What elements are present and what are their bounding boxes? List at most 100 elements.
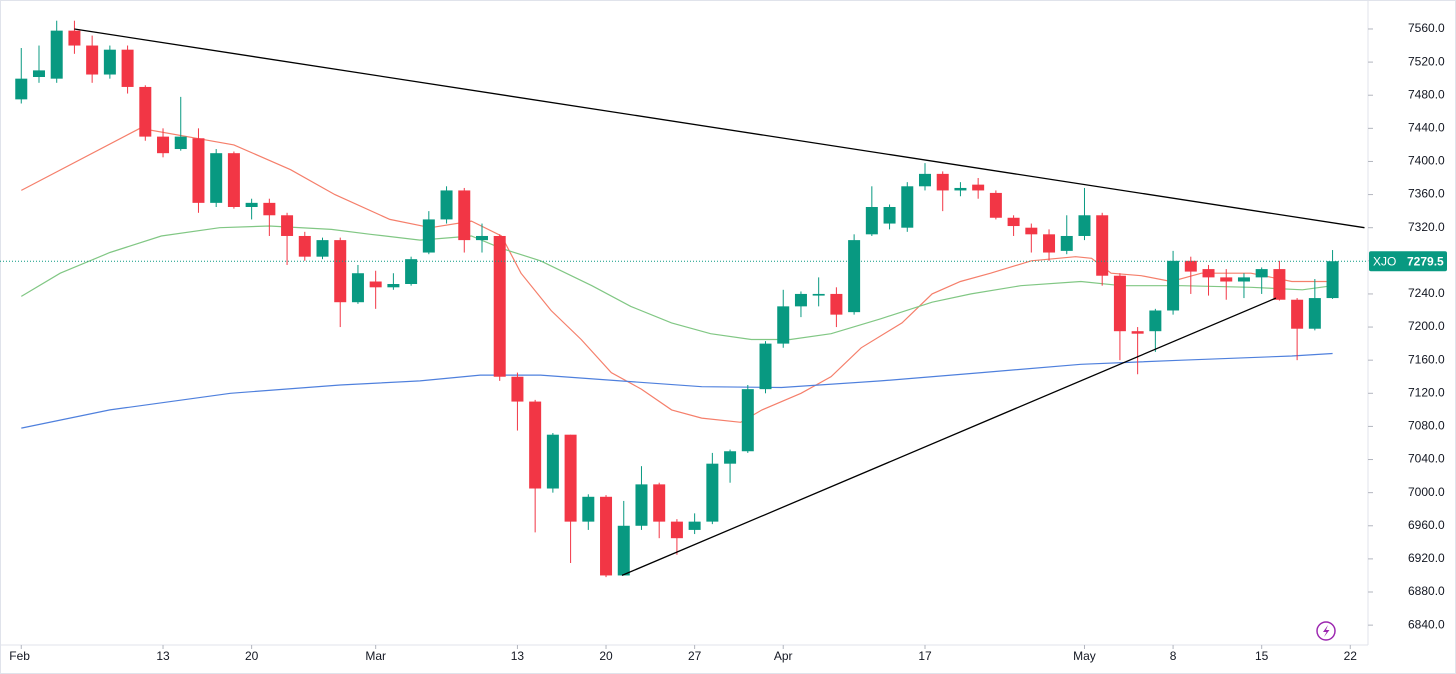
- candle-body: [1113, 275, 1126, 332]
- candle-body: [1078, 215, 1091, 236]
- x-tick-label: 27: [688, 649, 702, 663]
- price-tag-value: 7279.5: [1407, 254, 1444, 268]
- candle-body: [157, 136, 170, 154]
- y-tick-label: 7560.0: [1408, 21, 1445, 35]
- x-tick-label: 22: [1344, 649, 1358, 663]
- candle-body: [529, 401, 542, 489]
- y-tick-label: 7400.0: [1408, 154, 1445, 168]
- candle: [1060, 215, 1073, 255]
- candle: [546, 433, 559, 493]
- y-tick-label: 7320.0: [1408, 220, 1445, 234]
- candle-body: [86, 45, 99, 75]
- candle-body: [174, 136, 187, 150]
- candle: [759, 341, 772, 394]
- price-tag: [1369, 251, 1447, 272]
- candle-body: [281, 215, 294, 236]
- candle: [1291, 298, 1304, 361]
- candle: [582, 494, 595, 530]
- candle: [32, 45, 45, 83]
- candle-body: [263, 202, 276, 216]
- candle-body: [351, 273, 364, 303]
- candle-body: [989, 192, 1002, 218]
- candle: [334, 237, 347, 328]
- candle: [972, 178, 985, 199]
- candle-body: [635, 484, 648, 526]
- candle: [281, 212, 294, 265]
- candle-body: [1291, 299, 1304, 329]
- price-tag-symbol: XJO: [1373, 254, 1396, 268]
- candle: [316, 237, 329, 260]
- candle: [670, 519, 683, 555]
- trendline: [621, 297, 1277, 576]
- candle: [812, 277, 825, 307]
- lightning-icon[interactable]: [1316, 621, 1336, 641]
- y-tick-label: 7520.0: [1408, 54, 1445, 68]
- candle-body: [1131, 331, 1144, 334]
- x-tick-label: Apr: [774, 649, 793, 663]
- candle: [68, 20, 81, 54]
- candle-body: [936, 173, 949, 191]
- candle-body: [422, 219, 435, 253]
- candle-body: [1025, 227, 1038, 235]
- candle-body: [32, 70, 45, 78]
- candle: [1326, 250, 1339, 299]
- candle: [1007, 215, 1020, 236]
- candle: [263, 198, 276, 236]
- candle: [883, 204, 896, 230]
- candle: [511, 372, 524, 431]
- candle: [617, 500, 630, 576]
- trendline: [74, 28, 1365, 229]
- candle: [227, 151, 240, 209]
- y-tick-label: 7480.0: [1408, 87, 1445, 101]
- candle: [50, 20, 63, 83]
- candle: [1202, 264, 1215, 296]
- candle: [440, 186, 453, 224]
- x-tick-label: 20: [599, 649, 613, 663]
- candle-body: [582, 496, 595, 522]
- candle: [369, 270, 382, 309]
- y-tick-label: 7200.0: [1408, 319, 1445, 333]
- candle-body: [440, 190, 453, 220]
- moving-average: [21, 352, 1333, 429]
- icon-bolt[interactable]: [1323, 625, 1330, 637]
- candle: [794, 291, 807, 318]
- candle: [653, 482, 666, 539]
- candle-body: [1220, 277, 1233, 282]
- candle: [121, 45, 134, 94]
- candle-body: [918, 173, 931, 187]
- candle: [1131, 327, 1144, 375]
- candle-body: [812, 293, 825, 296]
- candle-body: [1326, 261, 1339, 299]
- candle-body: [830, 293, 843, 315]
- candle: [954, 182, 967, 197]
- candle: [298, 231, 311, 261]
- candle-body: [883, 206, 896, 224]
- candle-body: [848, 240, 861, 313]
- candle-body: [706, 463, 719, 522]
- y-tick-label: 7240.0: [1408, 286, 1445, 300]
- candle: [210, 149, 223, 207]
- candle: [830, 287, 843, 328]
- candle: [157, 128, 170, 158]
- x-tick-label: Feb: [9, 649, 30, 663]
- candle: [387, 273, 400, 290]
- y-tick-label: 7120.0: [1408, 385, 1445, 399]
- candle-body: [777, 306, 790, 344]
- candle: [918, 163, 931, 191]
- candle-body: [298, 235, 311, 257]
- candle: [777, 289, 790, 348]
- candle-body: [794, 293, 807, 307]
- candle-body: [972, 184, 985, 191]
- candle: [86, 35, 99, 83]
- candle-body: [192, 138, 205, 203]
- candle-body: [865, 206, 878, 235]
- candle-body: [245, 202, 258, 207]
- candle: [989, 190, 1002, 220]
- candle-body: [688, 521, 701, 530]
- candle-body: [741, 389, 754, 452]
- y-tick-label: 7040.0: [1408, 452, 1445, 466]
- candle: [600, 495, 613, 578]
